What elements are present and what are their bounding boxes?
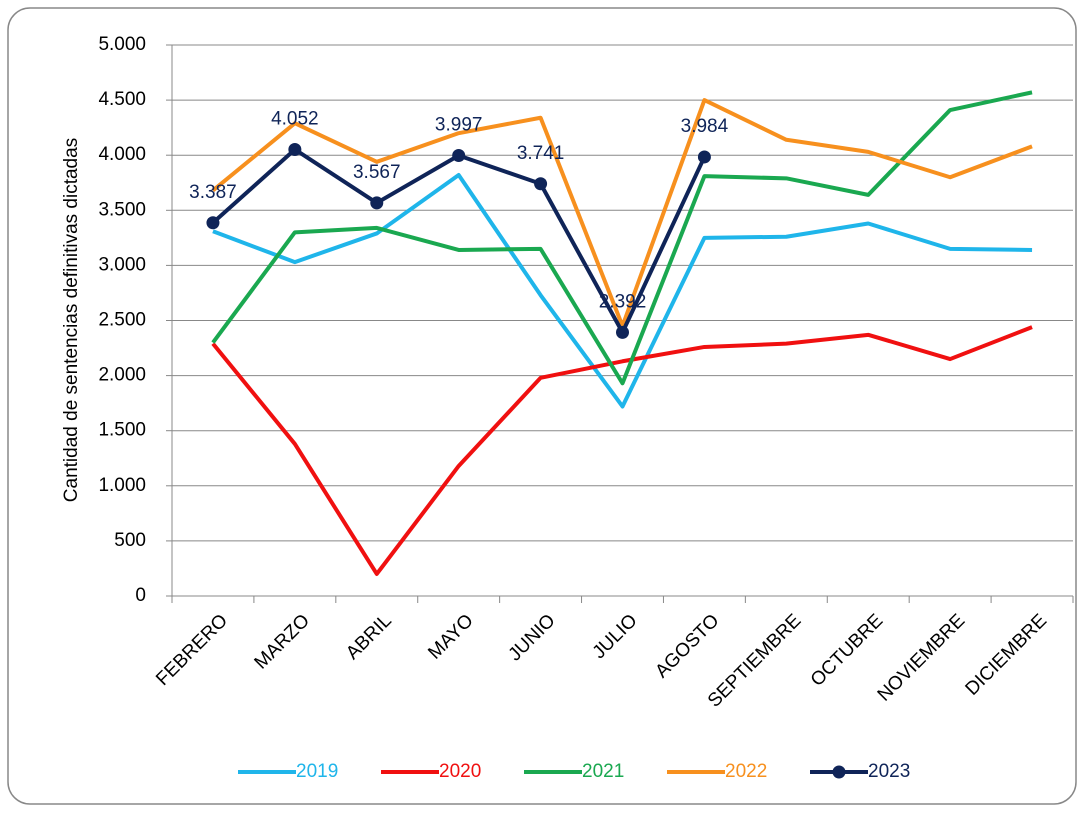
y-tick-label: 1.000	[98, 475, 146, 496]
y-tick-label: 4.000	[98, 144, 146, 165]
data-label: 3.997	[435, 115, 483, 136]
y-tick-label: 0	[135, 585, 146, 606]
point	[534, 177, 548, 191]
legend-marker	[832, 765, 846, 779]
series-line	[211, 90, 1033, 386]
y-tick-label: 4.500	[98, 89, 146, 110]
y-tick-label: 3.000	[98, 254, 146, 275]
data-label: 3.567	[353, 162, 401, 183]
chart-border	[7, 7, 1077, 805]
y-tick-label: 5.000	[98, 34, 146, 55]
point	[616, 325, 629, 339]
y-tick-label: 500	[114, 530, 146, 551]
y-tick-label: 1.500	[98, 420, 146, 441]
point	[697, 150, 711, 164]
data-label: 3.387	[189, 182, 237, 203]
legend-label: 2020	[439, 761, 481, 782]
y-tick-label: 2.500	[98, 310, 146, 331]
y-axis-title: Cantidad de sentencias definitivas dicta…	[61, 138, 82, 502]
legend-label: 2023	[868, 761, 910, 782]
point	[206, 216, 220, 230]
point	[288, 142, 302, 156]
legend-label: 2022	[725, 761, 767, 782]
data-label: 3.741	[517, 143, 565, 164]
data-label: 3.984	[681, 116, 729, 137]
legend-label: 2021	[582, 761, 624, 782]
series-line	[212, 173, 1033, 409]
point	[370, 196, 384, 210]
legend-label: 2019	[296, 761, 338, 782]
series-line	[211, 325, 1033, 576]
data-label: 4.052	[271, 108, 319, 129]
point	[452, 149, 466, 163]
data-label: 2.392	[599, 291, 647, 312]
y-tick-label: 3.500	[98, 199, 146, 220]
y-tick-label: 2.000	[98, 365, 146, 386]
